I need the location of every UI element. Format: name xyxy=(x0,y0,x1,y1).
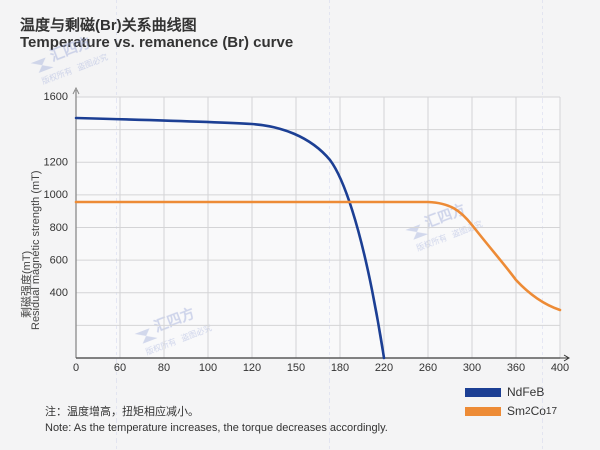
svg-text:100: 100 xyxy=(199,362,217,374)
svg-text:400: 400 xyxy=(50,287,68,299)
svg-text:1000: 1000 xyxy=(44,189,68,201)
svg-text:180: 180 xyxy=(331,362,349,374)
svg-text:800: 800 xyxy=(50,222,68,234)
svg-text:260: 260 xyxy=(419,362,437,374)
svg-text:360: 360 xyxy=(507,362,525,374)
svg-text:1600: 1600 xyxy=(44,91,68,103)
svg-text:80: 80 xyxy=(158,362,170,374)
svg-text:0: 0 xyxy=(73,362,79,374)
svg-text:60: 60 xyxy=(114,362,126,374)
svg-text:150: 150 xyxy=(287,362,305,374)
svg-text:400: 400 xyxy=(551,362,569,374)
svg-text:300: 300 xyxy=(463,362,481,374)
svg-text:600: 600 xyxy=(50,254,68,266)
svg-text:1200: 1200 xyxy=(44,157,68,169)
svg-text:220: 220 xyxy=(375,362,393,374)
svg-text:120: 120 xyxy=(243,362,261,374)
